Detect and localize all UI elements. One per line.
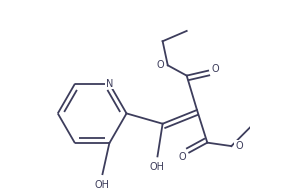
Text: O: O [179, 152, 186, 162]
Text: O: O [156, 60, 164, 70]
Text: N: N [106, 79, 113, 89]
Text: OH: OH [95, 180, 110, 190]
Text: O: O [235, 141, 243, 151]
Text: O: O [211, 64, 219, 74]
Text: OH: OH [150, 162, 165, 172]
